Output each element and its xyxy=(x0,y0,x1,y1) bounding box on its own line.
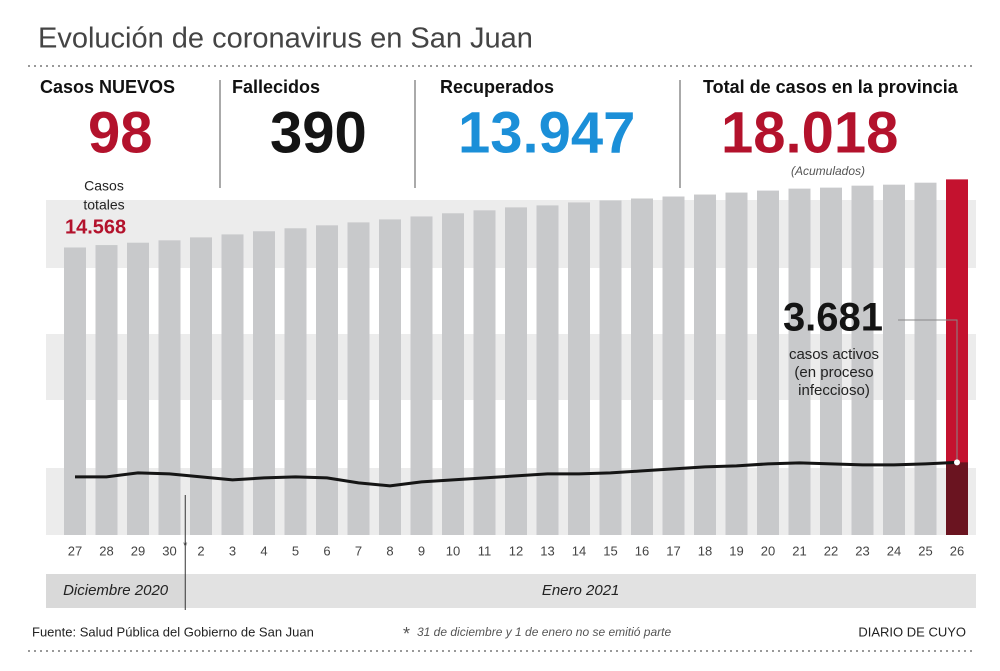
annotation: totales xyxy=(83,197,124,213)
annotation: casos activos xyxy=(789,346,879,363)
title: Evolución de coronavirus en San Juan xyxy=(38,23,533,55)
bar xyxy=(851,185,874,535)
bar xyxy=(190,237,212,536)
x-tick-label: 9 xyxy=(418,543,425,558)
bar xyxy=(221,234,244,535)
x-tick-label: 7 xyxy=(355,543,362,558)
annotation: Casos xyxy=(84,178,124,194)
x-tick-label: 16 xyxy=(635,543,649,558)
asterisk: * xyxy=(403,624,410,644)
x-tick-label: 8 xyxy=(386,543,393,558)
stat-value: 18.018 xyxy=(721,100,898,165)
annotation: (en proceso xyxy=(794,364,873,381)
stat-value: 390 xyxy=(270,100,367,165)
active-line xyxy=(75,460,958,488)
bar xyxy=(410,216,433,535)
x-tick-label: 3 xyxy=(229,543,236,558)
point xyxy=(954,459,960,466)
x-tick-label: 22 xyxy=(824,543,838,558)
bar xyxy=(662,196,685,535)
stat-label: Total de casos en la provincia xyxy=(703,77,959,97)
x-tick-label: 27 xyxy=(68,543,82,558)
bar xyxy=(284,228,307,535)
bar xyxy=(788,188,811,536)
x-tick-label: 25 xyxy=(918,543,932,558)
x-tick-label: 11 xyxy=(478,543,492,558)
bar xyxy=(599,200,622,536)
stat-label: Casos NUEVOS xyxy=(40,77,175,97)
value-label: 14.568 xyxy=(65,216,126,238)
bar xyxy=(64,247,86,535)
month-label: Enero 2021 xyxy=(542,582,620,599)
x-tick-label: 14 xyxy=(572,543,586,558)
stat-value: 13.947 xyxy=(458,100,635,165)
brand: DIARIO DE CUYO xyxy=(858,624,966,639)
x-tick-label: 23 xyxy=(855,543,869,558)
bar xyxy=(473,210,496,535)
bar xyxy=(158,240,181,535)
bar xyxy=(95,245,118,535)
leader xyxy=(898,319,958,463)
x-tick-label: 13 xyxy=(540,543,554,558)
x-tick-label: 28 xyxy=(99,543,113,558)
x-tick-label: 24 xyxy=(887,543,901,558)
x-tick-label: 18 xyxy=(698,543,712,558)
bar xyxy=(631,198,653,535)
month-band xyxy=(46,574,186,608)
bar xyxy=(379,219,401,535)
bar xyxy=(820,187,842,535)
x-tick-label: 5 xyxy=(292,543,299,558)
bar xyxy=(757,190,779,535)
x-tick-label: 4 xyxy=(260,543,267,558)
bar xyxy=(914,182,937,535)
month-label: Diciembre 2020 xyxy=(63,582,169,599)
bar xyxy=(127,242,149,535)
bar xyxy=(505,207,527,536)
x-tick-label: 6 xyxy=(323,543,330,558)
x-tick-label: 10 xyxy=(446,543,460,558)
active-bar xyxy=(946,462,968,535)
month-asterisk: * xyxy=(183,540,188,552)
x-tick-label: 2 xyxy=(197,543,204,558)
x-tick-label: 20 xyxy=(761,543,775,558)
bar xyxy=(883,184,905,535)
stat-label: Fallecidos xyxy=(232,77,320,97)
stat-note: (Acumulados) xyxy=(791,164,865,178)
bar xyxy=(347,222,370,536)
bar xyxy=(442,213,464,535)
x-tick-label: 15 xyxy=(603,543,617,558)
bar xyxy=(725,192,748,535)
x-tick-label: 30 xyxy=(162,543,176,558)
x-tick-label: 19 xyxy=(729,543,743,558)
bar xyxy=(568,202,590,535)
x-tick-label: 21 xyxy=(792,543,806,558)
source: Fuente: Salud Pública del Gobierno de Sa… xyxy=(32,624,314,639)
x-tick-label: 26 xyxy=(950,543,964,558)
stat-value: 98 xyxy=(88,100,153,165)
x-tick-label: 12 xyxy=(509,543,523,558)
annotation: infeccioso) xyxy=(798,382,870,399)
month-band xyxy=(185,574,976,608)
bar xyxy=(316,225,338,535)
value-label: 3.681 xyxy=(783,296,883,340)
x-tick-label: 17 xyxy=(666,543,680,558)
note: 31 de diciembre y 1 de enero no se emiti… xyxy=(417,625,671,639)
bar xyxy=(694,194,716,535)
bar xyxy=(253,231,275,535)
bar xyxy=(536,205,559,536)
stat-label: Recuperados xyxy=(440,77,554,97)
x-tick-label: 29 xyxy=(131,543,145,558)
